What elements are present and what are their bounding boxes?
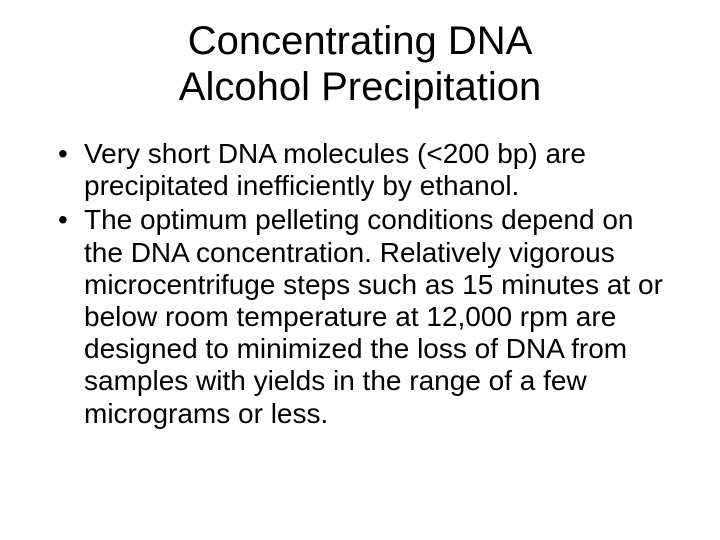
list-item: The optimum pelleting conditions depend … [58,204,680,429]
bullet-text: The optimum pelleting conditions depend … [84,204,663,428]
slide-body: Very short DNA molecules (<200 bp) are p… [40,138,680,430]
bullet-list: Very short DNA molecules (<200 bp) are p… [58,138,680,430]
list-item: Very short DNA molecules (<200 bp) are p… [58,138,680,202]
slide: Concentrating DNA Alcohol Precipitation … [0,0,720,540]
title-line-1: Concentrating DNA [188,19,533,63]
bullet-text: Very short DNA molecules (<200 bp) are p… [84,138,586,201]
title-line-2: Alcohol Precipitation [179,65,541,109]
slide-title: Concentrating DNA Alcohol Precipitation [40,18,680,110]
